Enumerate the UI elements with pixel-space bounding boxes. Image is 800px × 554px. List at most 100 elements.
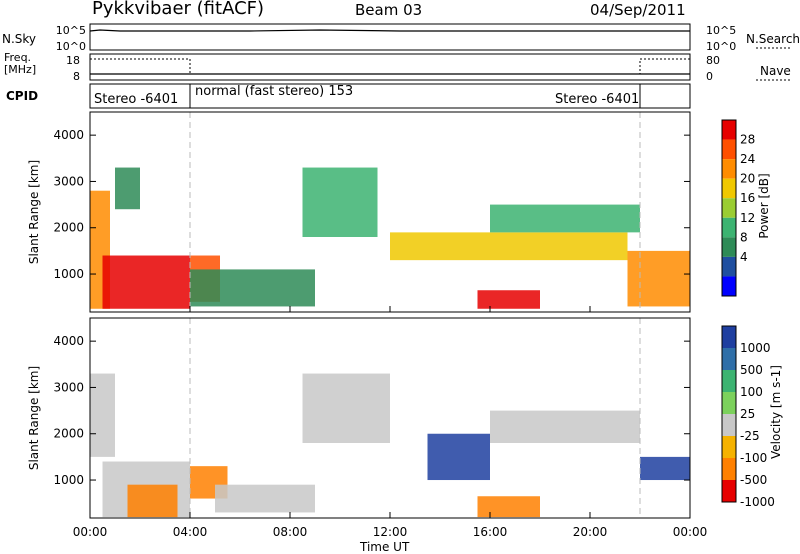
power-ytick-label: 2000 [53, 221, 84, 235]
power-data-region [390, 232, 628, 261]
freq-label: Freq. [MHz] [4, 52, 36, 76]
time-axis: 00:00 04:00 08:00 12:00 16:00 20:00 00:00 [73, 306, 708, 539]
power-ytick-label: 1000 [53, 267, 84, 281]
power-ylabel: Slant Range [km] [27, 160, 41, 264]
velocity-colorbar-swatch [722, 480, 736, 502]
velocity-colorbar-swatch [722, 392, 736, 414]
nsky-trace [89, 29, 690, 32]
x-tick-label: 00:00 [73, 525, 108, 539]
velocity-data-region [302, 373, 390, 443]
velocity-colorbar-swatch [722, 436, 736, 458]
power-colorbar-swatch [722, 237, 736, 257]
velocity-data-region [427, 433, 490, 481]
power-data-region [102, 255, 190, 309]
velocity-colorbar-swatch [722, 348, 736, 370]
power-data-region [302, 167, 378, 237]
freq-trace [90, 58, 690, 75]
power-colorbar-swatch [722, 198, 736, 218]
power-ytick-label: 3000 [53, 174, 84, 188]
velocity-colorbar-tick: 25 [740, 407, 755, 421]
power-data-region [490, 204, 640, 233]
velocity-colorbar-tick: 100 [740, 385, 763, 399]
power-colorbar-swatch [722, 217, 736, 238]
velocity-data-region [127, 484, 178, 518]
power-data-region [115, 167, 140, 210]
velocity-colorbar-swatch [722, 370, 736, 392]
x-tick-label: 04:00 [173, 525, 208, 539]
velocity-data-region [90, 373, 115, 457]
power-colorbar-tick: 16 [740, 191, 755, 205]
freq-tick-bottom: 8 [73, 70, 80, 83]
power-colorbar-tick: 24 [740, 152, 755, 166]
velocity-colorbar-tick: 500 [740, 363, 763, 377]
velocity-ylabel: Slant Range [km] [27, 366, 41, 470]
velocity-colorbar-swatch [722, 414, 736, 436]
freq-panel-frame [89, 53, 691, 81]
velocity-colorbar-tick: -25 [740, 429, 760, 443]
velocity-colorbar-tick: -1000 [740, 495, 775, 509]
power-colorbar-label: Power [dB] [757, 173, 771, 238]
velocity-colorbar-swatch [722, 326, 736, 348]
nsearch-tick-top: 10^5 [706, 24, 736, 37]
cpid-segment-1: Stereo -6401 [94, 92, 179, 107]
power-colorbar-tick: 20 [740, 172, 755, 186]
cpid-segment-2: normal (fast stereo) 153 [195, 84, 354, 99]
velocity-colorbar-tick: -100 [740, 451, 767, 465]
power-data-region [190, 269, 315, 307]
velocity-ytick-label: 2000 [53, 427, 84, 441]
velocity-colorbar: 1000 500 100 25 -25 -100 -500 -1000 [721, 325, 775, 509]
nsearch-label: N.Search [746, 32, 800, 46]
power-colorbar-tick: 28 [740, 133, 755, 147]
power-colorbar-tick: 8 [740, 230, 748, 244]
nsky-tick-bottom: 10^0 [56, 40, 86, 53]
x-tick-label: 00:00 [673, 525, 708, 539]
velocity-data-region [477, 496, 540, 518]
power-ytick-label: 4000 [53, 128, 84, 142]
velocity-colorbar-tick: -500 [740, 473, 767, 487]
power-panel: 1000 2000 3000 4000 [53, 112, 690, 312]
velocity-panel: 1000 2000 3000 4000 [53, 318, 690, 518]
station-title: Pykkvibaer (fitACF) [92, 0, 265, 19]
freq-label-text: Freq. [4, 51, 32, 64]
date-title: 04/Sep/2011 [590, 1, 686, 19]
power-colorbar-swatch [722, 276, 736, 296]
freq-unit-text: [MHz] [4, 63, 37, 76]
freq-tick-top: 18 [66, 54, 80, 67]
x-tick-label: 12:00 [373, 525, 408, 539]
nave-tick-top: 80 [706, 54, 720, 67]
nave-tick-bottom: 0 [706, 70, 713, 83]
power-colorbar-frame [721, 119, 737, 297]
nsky-panel-frame [89, 23, 691, 51]
nsearch-tick-bottom: 10^0 [706, 40, 736, 53]
velocity-ytick-label: 4000 [53, 334, 84, 348]
power-colorbar-swatch [722, 120, 736, 140]
power-colorbar-swatch [722, 178, 736, 199]
x-tick-label: 16:00 [473, 525, 508, 539]
velocity-ytick-label: 1000 [53, 473, 84, 487]
velocity-data-region [215, 484, 315, 513]
nsky-tick-top: 10^5 [56, 24, 86, 37]
power-colorbar-swatch [722, 139, 736, 160]
velocity-ytick-label: 3000 [53, 380, 84, 394]
power-colorbar: 28 24 20 16 12 8 4 [721, 119, 755, 297]
velocity-data-region [490, 410, 640, 443]
power-colorbar-tick: 12 [740, 211, 755, 225]
power-data-region [627, 250, 690, 307]
cpid-segment-3: Stereo -6401 [555, 92, 640, 107]
nave-label: Nave [760, 64, 791, 78]
power-colorbar-tick: 4 [740, 250, 748, 264]
x-tick-label: 20:00 [573, 525, 608, 539]
nsky-label: N.Sky [2, 32, 37, 46]
velocity-data-region [640, 456, 690, 481]
x-axis-label: Time UT [360, 540, 410, 554]
power-data-region [477, 290, 540, 309]
power-colorbar-swatch [722, 256, 736, 277]
velocity-colorbar-label: Velocity [m s-1] [769, 365, 783, 459]
beam-title: Beam 03 [355, 1, 423, 19]
x-tick-label: 08:00 [273, 525, 308, 539]
cpid-panel-frame [89, 83, 691, 109]
velocity-colorbar-tick: 1000 [740, 341, 771, 355]
velocity-colorbar-frame [721, 325, 737, 503]
velocity-colorbar-swatch [722, 458, 736, 480]
